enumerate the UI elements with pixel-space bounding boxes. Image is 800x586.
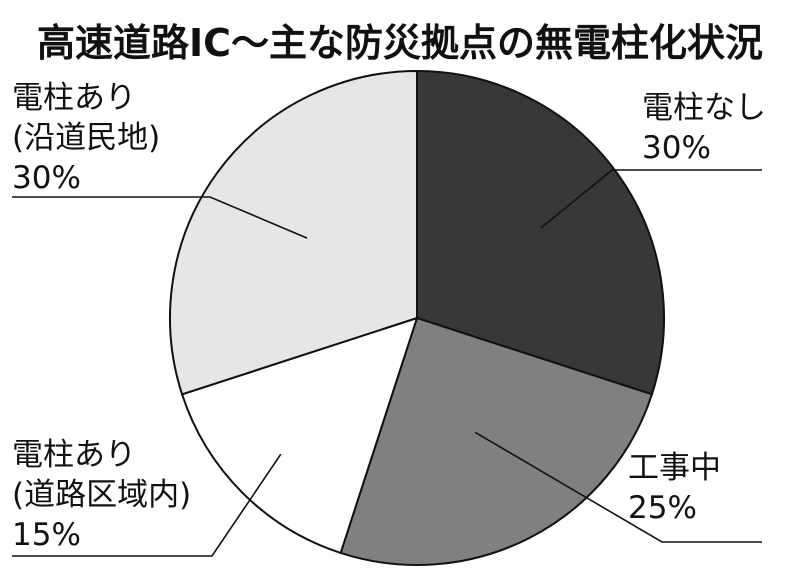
slice-percent-label: 30% (642, 130, 711, 166)
leader-line (540, 169, 762, 229)
leader-line (474, 431, 762, 543)
slice-name-label: 電柱あり (12, 80, 136, 116)
slice-labels: 電柱なし 30% 工事中 25% 電柱あり (道路区域内) 15% 電柱あり (沿道民地) 30% (12, 80, 766, 553)
pie-slices (169, 69, 665, 566)
chart-title: 高速道路IC～主な防災拠点の無電柱化状況 (37, 21, 763, 65)
slice-name-label: 電柱なし (642, 90, 766, 126)
slice-percent-label: 15% (12, 517, 81, 553)
slice-percent-label: 25% (628, 490, 697, 526)
slice-name-label: 電柱あり (12, 437, 136, 473)
pie-slice (339, 316, 654, 566)
leader-line (12, 196, 308, 239)
slice-percent-label: 30% (12, 160, 81, 196)
slice-name-label: (道路区域内) (12, 477, 191, 513)
leader-lines (12, 169, 762, 557)
pie-slice (416, 69, 665, 396)
pie-slice (180, 316, 419, 555)
leader-line (12, 453, 282, 557)
slice-name-label: (沿道民地) (12, 120, 160, 156)
slice-name-label: 工事中 (628, 450, 721, 486)
